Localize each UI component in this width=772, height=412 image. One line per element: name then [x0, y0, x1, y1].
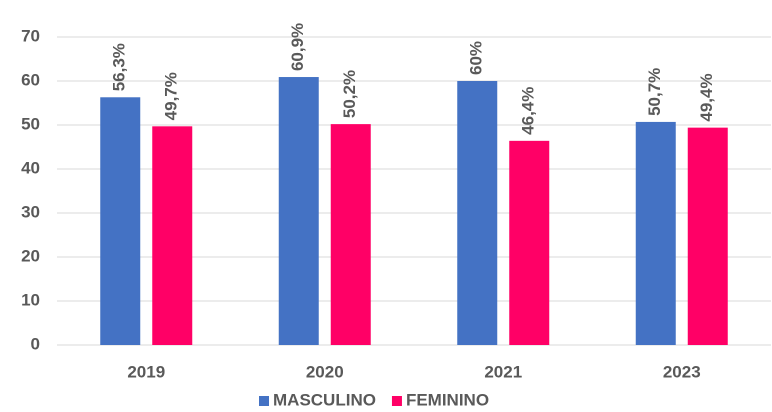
legend-swatch	[391, 396, 402, 406]
data-label: 50,2%	[340, 70, 359, 118]
legend-label: FEMININO	[406, 390, 489, 409]
data-label: 46,4%	[519, 87, 538, 135]
y-tick-label: 60	[21, 70, 40, 89]
legend-swatch	[259, 396, 269, 406]
data-label: 56,3%	[110, 43, 129, 91]
data-label: 60%	[467, 41, 486, 75]
x-tick-label: 2021	[484, 362, 522, 381]
bar	[152, 126, 193, 345]
y-tick-label: 70	[21, 26, 40, 45]
bar	[687, 127, 728, 345]
data-label: 50,7%	[645, 68, 664, 116]
x-tick-label: 2019	[127, 362, 165, 381]
x-tick-label: 2023	[663, 362, 701, 381]
y-tick-label: 40	[21, 158, 40, 177]
bar	[278, 77, 319, 345]
x-tick-label: 2020	[306, 362, 344, 381]
bar	[457, 81, 498, 345]
bar	[509, 140, 550, 345]
y-tick-label: 30	[21, 202, 40, 221]
legend-label: MASCULINO	[273, 390, 376, 409]
data-label: 60,9%	[288, 23, 307, 71]
data-label: 49,7%	[162, 72, 181, 120]
y-tick-label: 0	[31, 334, 40, 353]
bar	[635, 121, 676, 345]
y-tick-label: 50	[21, 114, 40, 133]
bar	[100, 97, 141, 345]
data-label: 49,4%	[697, 73, 716, 121]
y-tick-label: 20	[21, 246, 40, 265]
y-tick-label: 10	[21, 290, 40, 309]
bar	[330, 124, 371, 346]
